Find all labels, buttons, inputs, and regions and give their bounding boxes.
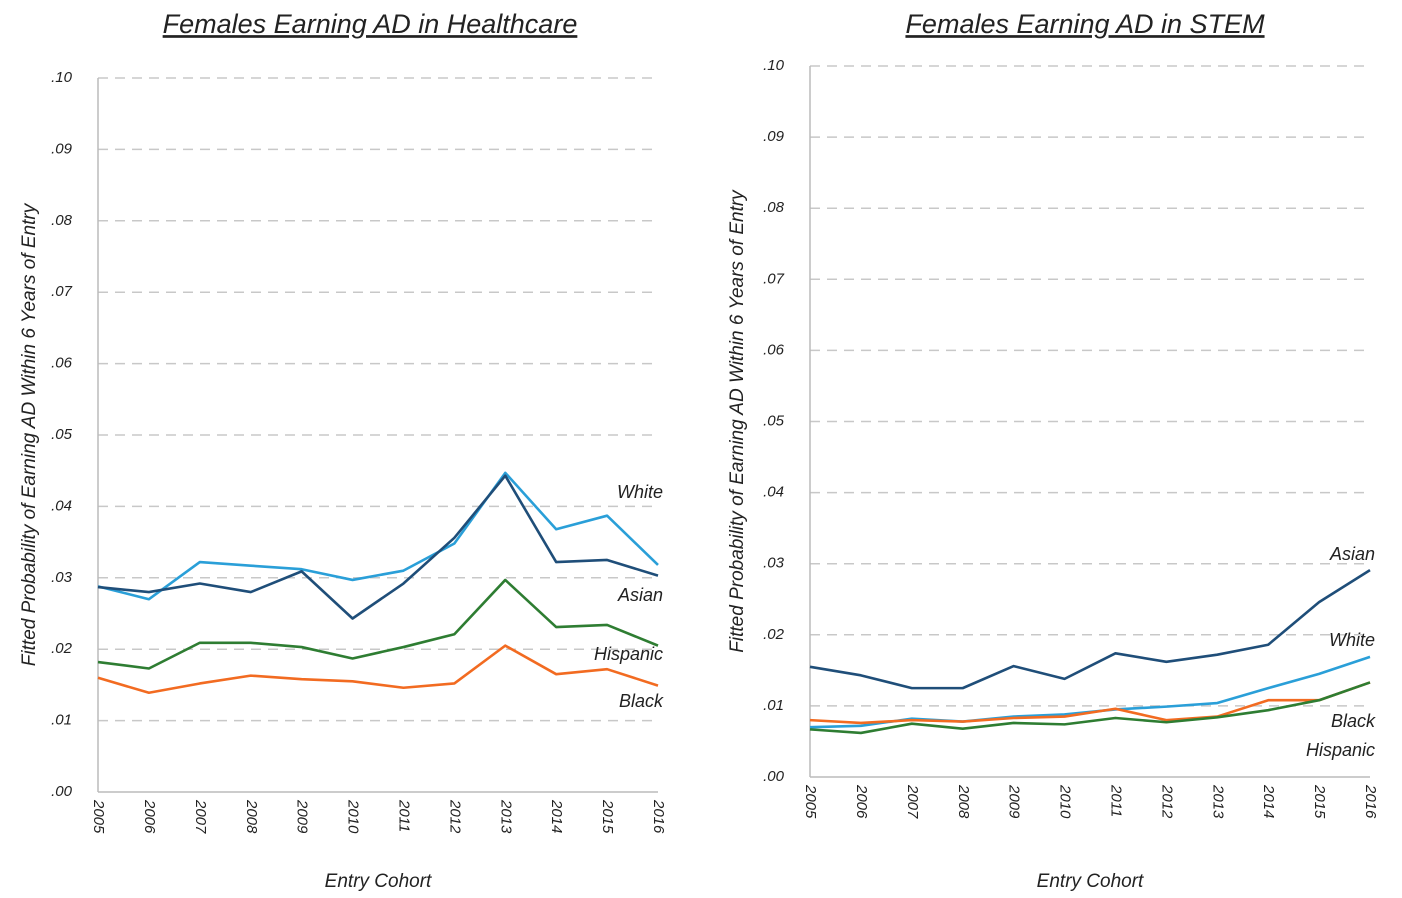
series-label: Hispanic (594, 644, 663, 664)
x-tick-label: 2012 (446, 799, 463, 834)
y-tick-label: .08 (51, 212, 73, 229)
y-tick-label: .01 (763, 697, 784, 714)
x-tick-label: 2016 (650, 799, 667, 834)
y-axis-label: Fitted Probability of Earning AD Within … (19, 202, 40, 666)
series-line (97, 471, 659, 601)
y-tick-label: .02 (51, 640, 73, 657)
series-line (97, 578, 659, 670)
x-axis-label: Entry Cohort (325, 871, 432, 892)
x-tick-label: 2014 (1260, 784, 1277, 818)
series-label: Asian (1329, 544, 1375, 564)
x-axis-label: Entry Cohort (1037, 871, 1144, 892)
chart-title: Females Earning AD in Healthcare (163, 9, 578, 39)
y-tick-label: .10 (51, 69, 73, 86)
x-tick-label: 2015 (1311, 784, 1328, 819)
y-tick-label: .04 (51, 497, 72, 514)
y-tick-label: .03 (763, 555, 785, 572)
y-tick-label: .05 (51, 426, 73, 443)
x-tick-label: 2005 (90, 799, 107, 834)
y-tick-label: .05 (763, 412, 785, 429)
y-tick-label: .09 (763, 128, 785, 145)
x-tick-label: 2007 (192, 799, 209, 834)
x-tick-label: 2012 (1158, 784, 1175, 819)
x-tick-label: 2011 (1107, 784, 1124, 817)
x-tick-label: 2013 (1209, 784, 1226, 819)
series-label: Black (1331, 711, 1376, 731)
y-tick-label: .01 (51, 712, 72, 729)
x-tick-label: 2016 (1362, 784, 1379, 819)
y-tick-label: .06 (763, 341, 785, 358)
y-tick-label: .02 (763, 626, 785, 643)
x-tick-label: 2010 (345, 799, 362, 834)
x-tick-label: 2005 (802, 784, 819, 819)
series-label: White (1329, 630, 1375, 650)
x-tick-label: 2006 (853, 784, 870, 819)
y-tick-label: .00 (51, 783, 73, 800)
series-label: Asian (617, 585, 663, 605)
x-tick-label: 2011 (395, 799, 412, 832)
y-tick-label: .07 (763, 270, 785, 287)
series-label: Hispanic (1306, 740, 1375, 760)
series-line (97, 644, 659, 695)
y-tick-label: .00 (763, 768, 785, 785)
series-line (809, 568, 1371, 690)
x-tick-label: 2006 (141, 799, 158, 834)
x-tick-label: 2008 (243, 799, 260, 834)
x-tick-label: 2009 (294, 799, 311, 834)
y-tick-label: .07 (51, 283, 73, 300)
x-tick-label: 2009 (1006, 784, 1023, 819)
x-tick-label: 2007 (904, 784, 921, 819)
y-tick-label: .09 (51, 140, 73, 157)
y-tick-label: .06 (51, 355, 73, 372)
series-label: Black (619, 691, 664, 711)
series-line (809, 681, 1371, 725)
x-tick-label: 2013 (497, 799, 514, 834)
series-line (97, 474, 659, 620)
y-tick-label: .03 (51, 569, 73, 586)
x-tick-label: 2014 (548, 799, 565, 833)
y-tick-label: .04 (763, 484, 784, 501)
chart-title: Females Earning AD in STEM (905, 9, 1265, 39)
series-line (809, 681, 1371, 735)
x-tick-label: 2008 (955, 784, 972, 819)
y-axis-label: Fitted Probability of Earning AD Within … (727, 189, 748, 653)
y-tick-label: .08 (763, 199, 785, 216)
series-label: White (617, 482, 663, 502)
y-tick-label: .10 (763, 57, 785, 74)
x-tick-label: 2015 (599, 799, 616, 834)
x-tick-label: 2010 (1057, 784, 1074, 819)
